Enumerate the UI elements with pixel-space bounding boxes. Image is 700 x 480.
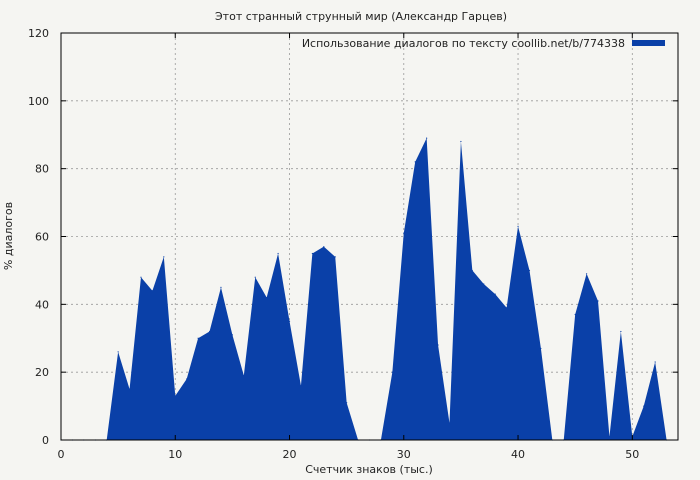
y-tick-label: 120 [28,27,49,40]
legend-swatch [632,40,665,46]
y-tick-label: 100 [28,95,49,108]
data-point [208,330,211,333]
data-point [597,300,599,302]
data-point [346,402,348,404]
x-tick-label: 10 [168,448,182,461]
data-point [231,334,233,336]
data-point [254,276,256,278]
x-tick-label: 40 [511,448,525,461]
data-point [506,307,508,309]
data-point [334,256,336,258]
data-point [643,405,645,407]
data-point [448,422,451,424]
data-point [151,290,154,292]
data-point [608,436,611,438]
data-point [483,283,485,285]
legend: Использование диалогов по тексту coollib… [302,37,665,50]
y-tick-label: 80 [35,163,49,176]
data-point [140,276,142,278]
data-point [220,286,222,288]
data-point [117,351,119,353]
data-point [174,395,176,397]
axis-tick-labels: 0 10 20 30 40 50 0 20 40 60 80 100 120 [28,27,639,461]
data-point [277,252,279,255]
data-point [528,269,531,272]
chart-title: Этот странный струнный мир (Александр Га… [215,10,507,23]
data-point [186,378,188,380]
data-point [460,140,462,143]
data-point [494,293,496,295]
data-point [403,232,405,234]
data-point [311,252,313,255]
data-point [197,337,199,339]
legend-label: Использование диалогов по тексту coollib… [302,37,625,50]
data-point [540,347,542,350]
x-tick-label: 30 [397,448,411,461]
data-point [323,246,325,248]
data-point [517,225,519,227]
data-point [266,296,268,299]
data-point [426,137,428,139]
data-point [128,388,131,390]
x-axis-label: Счетчик знаков (тыс.) [305,463,433,476]
series-area [61,138,667,440]
x-tick-label: 20 [283,448,297,461]
data-point [654,361,656,363]
y-tick-label: 60 [35,231,49,244]
y-axis-label: % диалогов [2,202,15,270]
series-area-layer [60,137,668,441]
y-tick-label: 0 [42,434,49,447]
data-point [391,371,393,373]
data-point [414,161,416,163]
axis-ticks [60,32,678,441]
y-tick-label: 40 [35,298,49,311]
data-point [471,269,473,272]
x-tick-label: 50 [625,448,639,461]
data-point [163,256,165,258]
y-tick-label: 20 [35,366,49,379]
data-point [243,374,245,377]
data-point [585,273,588,275]
x-tick-label: 0 [58,448,65,461]
data-point [437,344,439,346]
data-point [300,385,302,387]
data-point [620,330,622,333]
data-point [288,320,291,322]
data-point [574,313,576,316]
